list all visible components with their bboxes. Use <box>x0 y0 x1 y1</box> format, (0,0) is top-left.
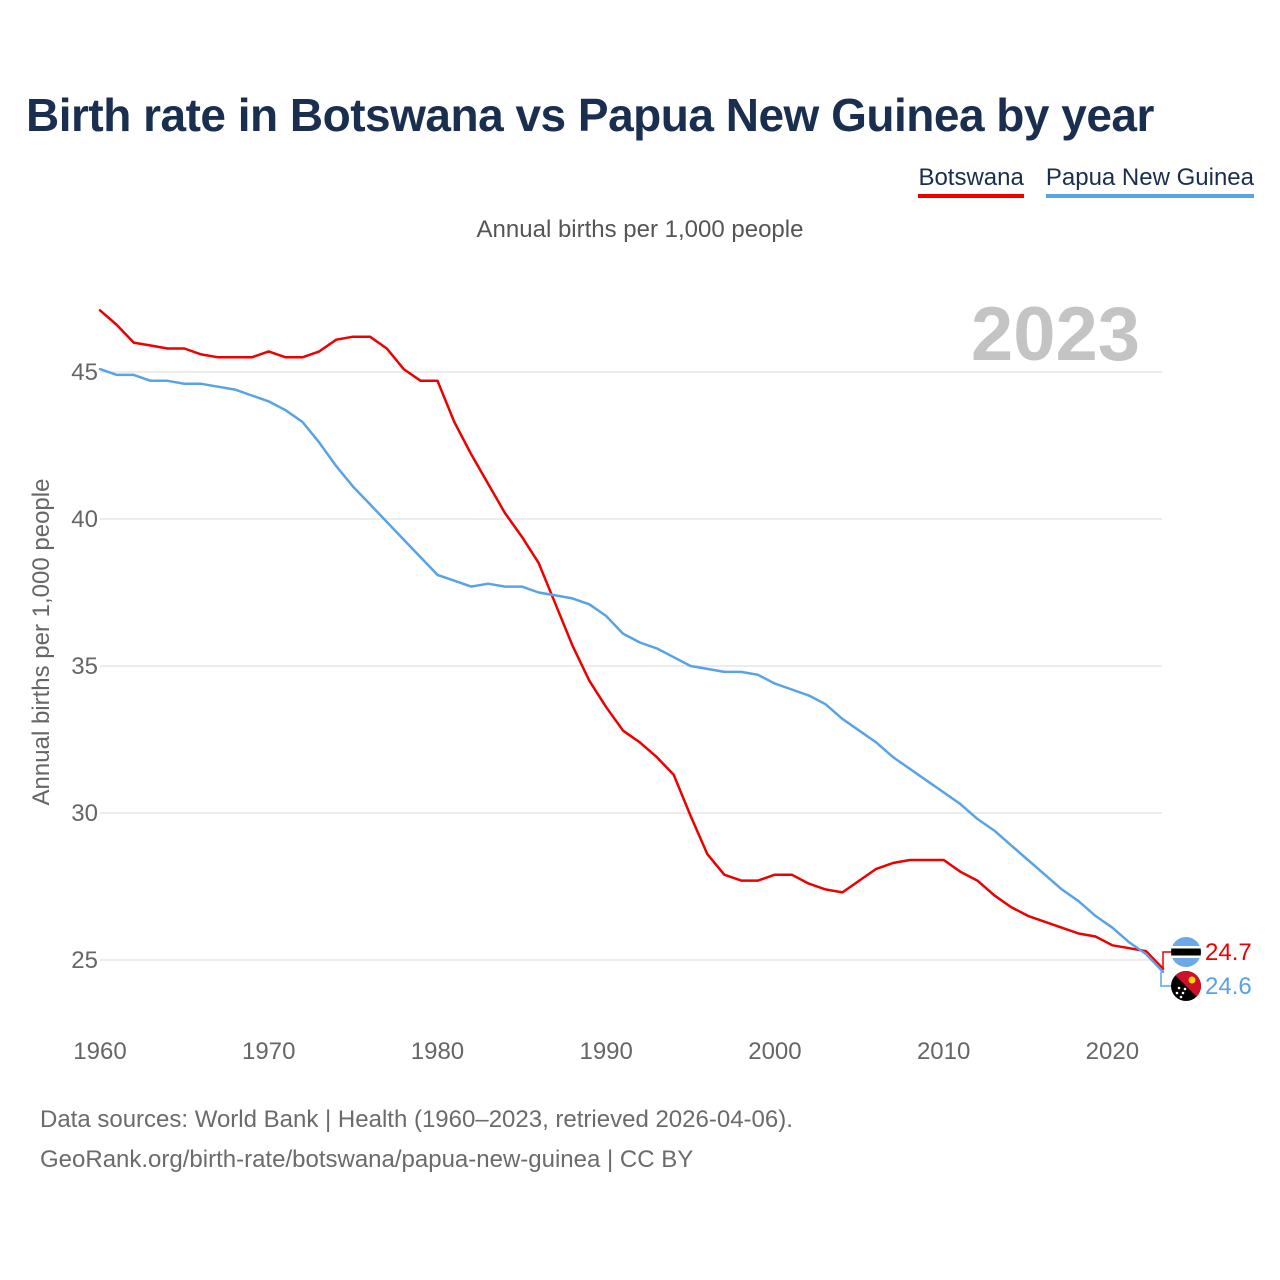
flag-star <box>1177 986 1181 990</box>
end-value-label-papua-new-guinea: 24.6 <box>1205 973 1252 1000</box>
x-tick-label: 1980 <box>411 1038 464 1065</box>
y-tick-label: 35 <box>71 653 98 680</box>
source-url: GeoRank.org/birth-rate/botswana/papua-ne… <box>40 1146 694 1173</box>
flag-star <box>1175 991 1179 995</box>
x-tick-label: 1990 <box>579 1038 632 1065</box>
flag-star <box>1183 987 1187 991</box>
x-tick-label: 1970 <box>242 1038 295 1065</box>
x-tick-label: 2020 <box>1086 1038 1139 1065</box>
x-tick-label: 2010 <box>917 1038 970 1065</box>
series-line-botswana <box>98 309 1165 971</box>
series-line-papua-new-guinea <box>98 367 1165 974</box>
botswana-flag-icon <box>1171 937 1201 967</box>
y-tick-label: 25 <box>71 947 98 974</box>
legend-item-papua-new-guinea[interactable]: Papua New Guinea <box>1045 164 1254 198</box>
chart-subtitle: Annual births per 1,000 people <box>476 216 804 243</box>
flag-stripe <box>1171 948 1201 956</box>
x-tick-label: 1960 <box>73 1038 126 1065</box>
flag-bird <box>1188 976 1196 984</box>
chart-title: Birth rate in Botswana vs Papua New Guin… <box>26 89 1154 141</box>
flag-star <box>1179 995 1183 999</box>
data-source-note: Data sources: World Bank | Health (1960–… <box>40 1106 793 1133</box>
year-watermark: 2023 <box>971 292 1140 377</box>
flag-star <box>1181 991 1185 995</box>
legend-item-botswana[interactable]: Botswana <box>918 164 1024 198</box>
legend: Botswana Papua New Guinea <box>918 164 1254 198</box>
x-tick-label: 2000 <box>748 1038 801 1065</box>
y-tick-label: 30 <box>71 800 98 827</box>
y-tick-label: 40 <box>71 506 98 533</box>
y-tick-label: 45 <box>71 359 98 386</box>
connector-botswana <box>1162 951 1173 969</box>
end-value-label-botswana: 24.7 <box>1205 939 1252 966</box>
connector-papua-new-guinea <box>1160 971 1173 987</box>
papua-new-guinea-flag-icon <box>1171 971 1201 1001</box>
